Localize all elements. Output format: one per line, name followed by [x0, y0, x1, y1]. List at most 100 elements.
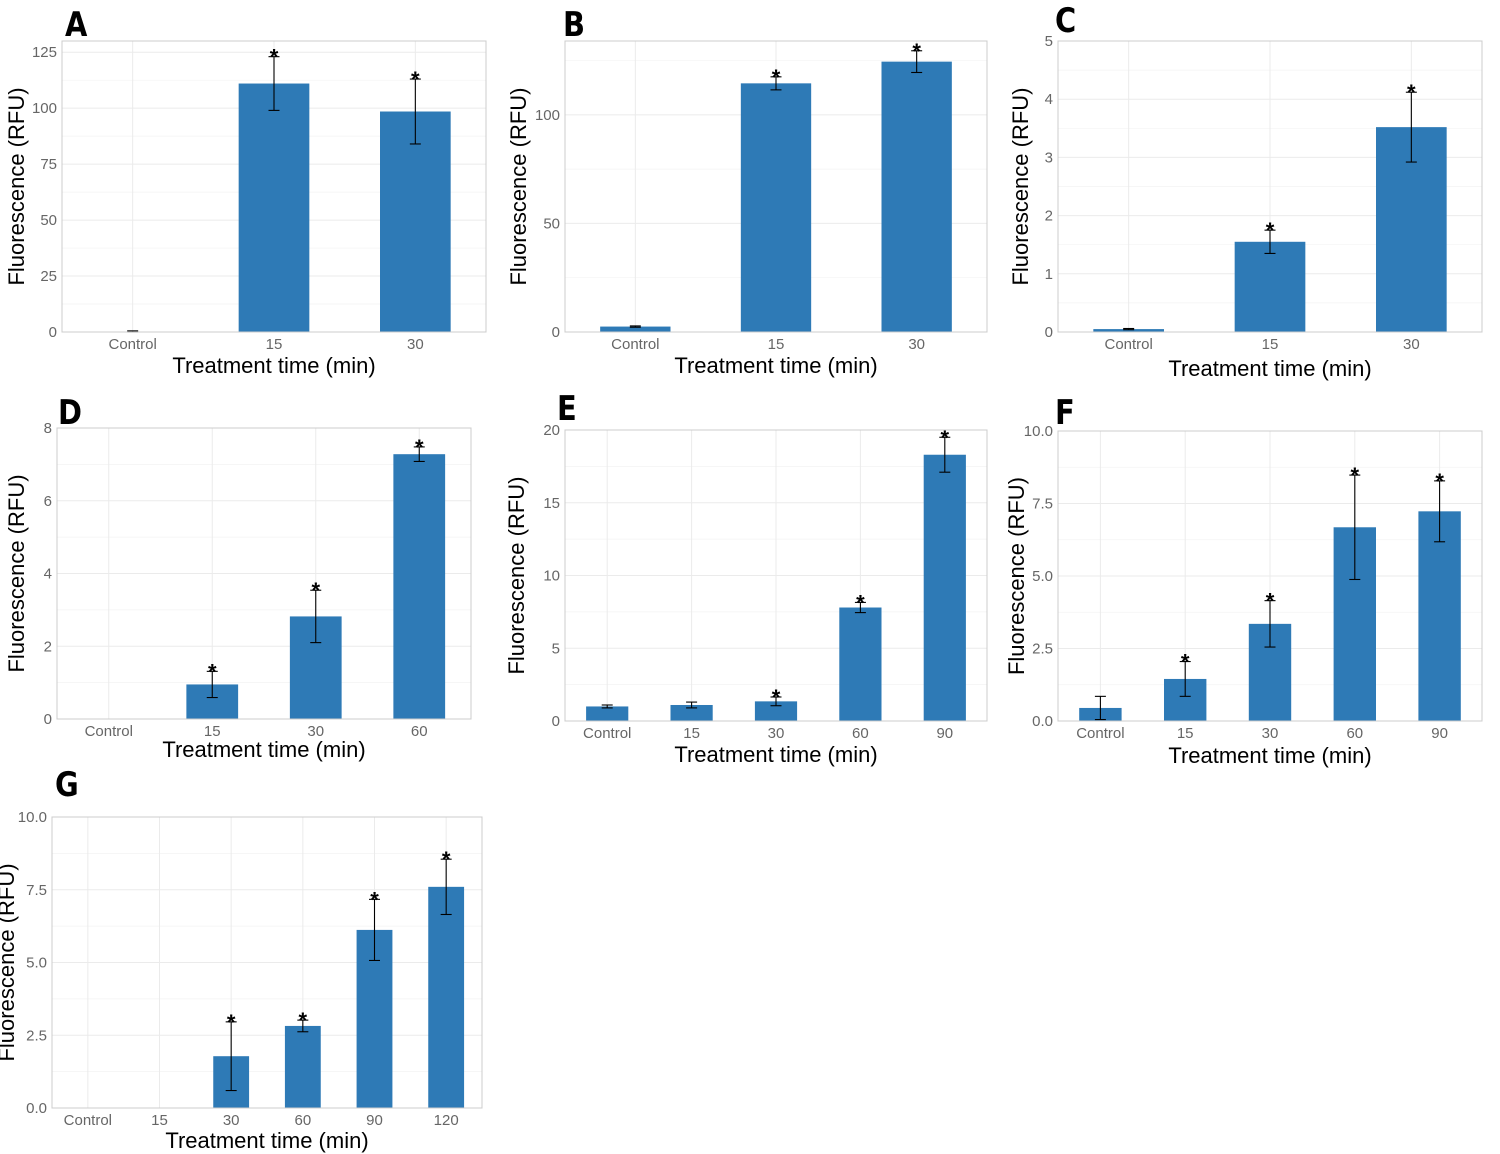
significance-marker: *	[772, 685, 781, 710]
panel-a: * * 0 25 50 75 100 125 Control 15 30 Treatment time…	[4, 6, 487, 378]
x-axis-title: Treatment time (min)	[674, 353, 877, 378]
error-bar	[770, 696, 782, 707]
error-bar	[413, 446, 425, 463]
y-tick-label: 10	[543, 568, 560, 585]
y-tick-label: 50	[40, 212, 57, 229]
error-bar	[297, 1019, 309, 1033]
x-tick-label: Control	[1104, 336, 1152, 353]
error-bar	[225, 1021, 237, 1092]
y-tick-label: 2.5	[26, 1027, 47, 1044]
y-tick-label: 0	[552, 324, 560, 341]
y-tick-label: 2.5	[1032, 641, 1053, 658]
error-bar	[1179, 660, 1191, 697]
y-tick-label: 6	[44, 493, 52, 510]
significance-marker: *	[1266, 589, 1275, 614]
y-tick-label: 0	[552, 713, 560, 730]
x-tick-label: 30	[908, 336, 925, 353]
y-tick-label: 100	[535, 107, 560, 124]
x-tick-label: 90	[936, 725, 953, 742]
error-bar	[629, 325, 641, 328]
significance-marker: *	[442, 847, 451, 872]
x-axis-title: Treatment time (min)	[162, 737, 365, 762]
y-axis-title: Fluorescence (RFU)	[504, 476, 529, 674]
y-tick-label: 2	[44, 638, 52, 655]
x-tick-label: 15	[204, 723, 221, 740]
y-tick-label: 10.0	[1024, 423, 1053, 440]
bar-15	[1234, 241, 1306, 332]
y-tick-label: 50	[543, 215, 560, 232]
error-bar	[369, 898, 380, 962]
error-bar	[1264, 600, 1276, 648]
x-tick-label: Control	[108, 336, 156, 353]
significance-marker: *	[370, 887, 379, 912]
significance-marker: *	[772, 65, 781, 90]
error-bar	[601, 704, 613, 709]
y-tick-label: 0.0	[1032, 713, 1053, 730]
significance-marker: *	[1266, 218, 1275, 243]
x-tick-label: 60	[1346, 725, 1363, 742]
significance-marker: *	[1181, 650, 1190, 675]
x-tick-label: 15	[1262, 336, 1279, 353]
error-bar	[854, 601, 866, 614]
x-tick-label: 15	[1177, 725, 1194, 742]
y-tick-label: 5.0	[26, 955, 47, 972]
x-tick-label: Control	[611, 336, 659, 353]
x-tick-label: 30	[223, 1112, 240, 1129]
plot-border	[564, 429, 988, 722]
y-axis-title: Fluorescence (RFU)	[4, 474, 29, 672]
y-tick-label: 2	[1045, 208, 1053, 225]
significance-marker: *	[856, 590, 865, 615]
x-tick-label: 120	[434, 1112, 459, 1129]
y-tick-label: 100	[32, 100, 57, 117]
x-tick-label: 15	[151, 1112, 168, 1129]
panel-label: E	[557, 390, 577, 429]
y-axis-title: Fluorescence (RFU)	[1004, 477, 1029, 675]
panel-b: * * 0 50 100 Control 15 30 Treatment time (min) F…	[506, 6, 988, 378]
y-tick-label: 1	[1045, 266, 1053, 283]
error-bar	[770, 76, 782, 91]
error-bar	[310, 589, 322, 644]
panel-label: A	[65, 6, 88, 45]
x-tick-label: 60	[411, 723, 428, 740]
y-tick-label: 25	[40, 268, 57, 285]
plot-border	[1057, 430, 1483, 722]
x-tick-label: 60	[852, 725, 869, 742]
y-axis-title: Fluorescence (RFU)	[4, 87, 29, 285]
error-bar	[409, 78, 421, 145]
significance-marker: *	[415, 435, 424, 460]
y-tick-label: 3	[1045, 149, 1053, 166]
error-bar	[939, 436, 951, 473]
plot-border	[564, 40, 988, 333]
bar-15	[740, 83, 812, 332]
error-bar	[686, 701, 698, 709]
x-tick-label: 30	[407, 336, 424, 353]
y-tick-label: 0	[49, 324, 57, 341]
y-axis-title: Fluorescence (RFU)	[1008, 87, 1033, 285]
panel-c: * * 0 1 2 3 4 5 Control 15 30 Treatment time (min) F…	[1008, 2, 1483, 381]
bar-30	[380, 111, 451, 332]
x-tick-label: 90	[1431, 725, 1448, 742]
bar-control	[600, 326, 671, 332]
significance-marker: *	[299, 1008, 308, 1033]
bar-15	[670, 704, 713, 721]
panel-g: * * * * 0.0 2.5 5.0 7.5 10.0 Control 15 30 60 90 120 Tr…	[0, 766, 483, 1153]
panel-label: G	[55, 766, 79, 805]
y-tick-label: 5.0	[1032, 568, 1053, 585]
x-axis-title: Treatment time (min)	[1168, 743, 1371, 768]
x-tick-label: Control	[85, 723, 133, 740]
x-tick-label: 30	[768, 725, 785, 742]
panel-label: C	[1055, 2, 1076, 41]
plot-border	[1057, 40, 1483, 333]
significance-marker: *	[411, 67, 420, 92]
panel-f: * * * * 0.0 2.5 5.0 7.5 10.0 Control 15 30 60 90 Treat…	[1004, 394, 1483, 768]
significance-marker: *	[227, 1010, 236, 1035]
bar-15	[238, 83, 310, 333]
error-bar	[911, 50, 923, 74]
y-tick-label: 7.5	[26, 882, 47, 899]
x-tick-label: Control	[1076, 725, 1124, 742]
y-tick-label: 75	[40, 156, 57, 173]
x-tick-label: 30	[307, 723, 324, 740]
x-tick-label: Control	[64, 1112, 112, 1129]
error-bar	[1264, 229, 1276, 254]
